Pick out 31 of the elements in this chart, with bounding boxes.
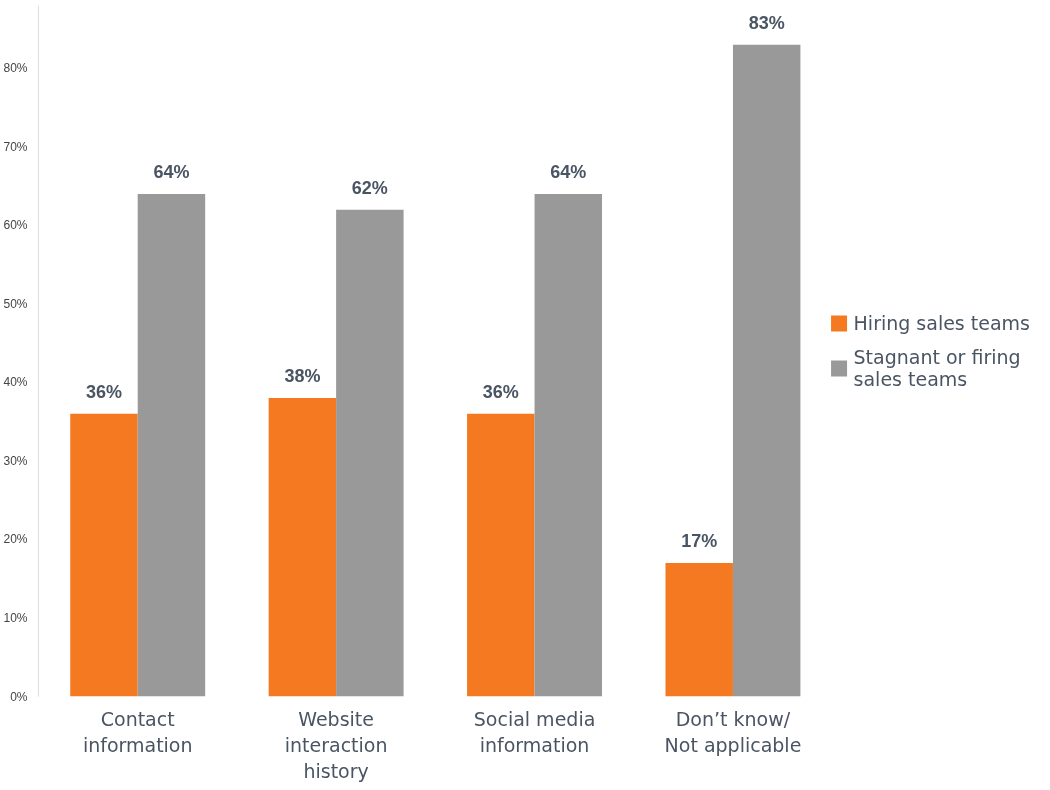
bar [732, 44, 801, 697]
data-label: 36% [482, 381, 519, 402]
y-tick-label: 40% [3, 375, 28, 390]
data-label: 62% [351, 177, 388, 198]
legend-label: Stagnant or firing sales teams [853, 345, 1021, 390]
x-tick-label: Don’t know/ Not applicable [664, 707, 802, 756]
data-label: 36% [85, 381, 122, 402]
y-tick-label: 70% [3, 139, 28, 154]
data-label: 83% [748, 12, 785, 33]
bar [467, 413, 535, 697]
legend-label: Hiring sales teams [853, 311, 1030, 334]
data-label: 64% [153, 161, 190, 182]
y-tick-label: 30% [3, 453, 28, 468]
y-tick-label: 60% [3, 218, 28, 233]
y-tick-label: 50% [3, 296, 28, 311]
data-label: 38% [284, 366, 321, 387]
x-tick-label: Social media information [473, 707, 596, 756]
bar [70, 413, 138, 697]
y-tick-label: 80% [3, 61, 28, 76]
y-tick-label: 10% [3, 610, 28, 625]
y-tick-label: 0% [10, 689, 28, 704]
data-label: 17% [681, 531, 718, 552]
bar [137, 193, 206, 697]
bar [534, 193, 602, 697]
data-label: 64% [550, 161, 587, 182]
bar [665, 563, 733, 697]
x-tick-label: Contact information [82, 707, 193, 756]
bar [268, 398, 337, 697]
y-tick-label: 20% [3, 532, 28, 547]
bar [336, 209, 404, 697]
x-tick-label: Website interaction history [284, 707, 388, 783]
